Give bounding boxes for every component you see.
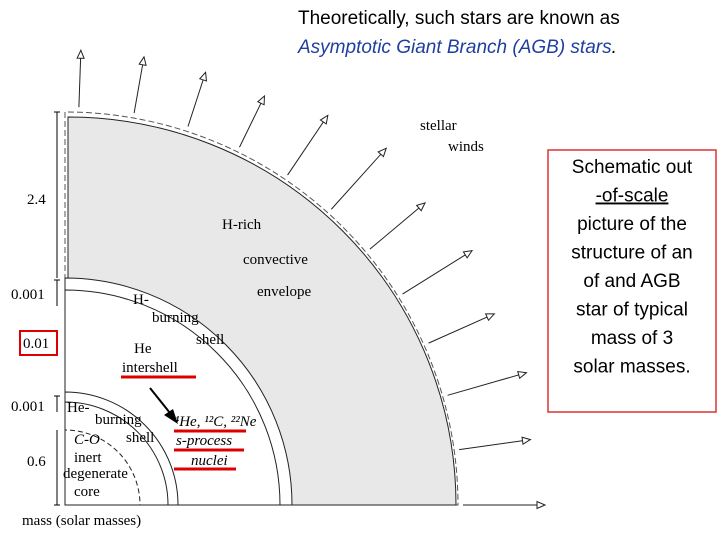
core-boundary [64, 429, 141, 506]
wind-arrow [402, 250, 473, 295]
note-line: -of-scale [596, 186, 669, 207]
label: inert [74, 450, 102, 466]
label: stellar [420, 118, 457, 134]
wind-arrow-head [76, 49, 85, 59]
wind-arrow-head [521, 436, 532, 445]
wind-arrow [459, 439, 531, 451]
s-process: nuclei [191, 453, 228, 469]
label: burning [95, 412, 142, 428]
s-process: s-process [176, 433, 232, 449]
title-line: Asymptotic Giant Branch (AGB) stars. [297, 37, 617, 58]
mass-label: 0.001 [11, 399, 45, 415]
label: He- [67, 400, 90, 416]
wind-arrow-head [319, 114, 329, 125]
mass-label: 0.001 [11, 287, 45, 303]
note-line: star of typical [576, 300, 688, 321]
wind-arrow [78, 50, 82, 108]
label: envelope [257, 284, 311, 300]
mass-label: 0.6 [27, 454, 46, 470]
label: convective [243, 252, 308, 268]
mass-label: 2.4 [27, 192, 46, 208]
pointer-head [164, 409, 178, 424]
wind-arrow [369, 202, 426, 250]
label: H- [133, 292, 149, 308]
note-line: mass of 3 [591, 328, 673, 349]
wind-arrow-head [138, 55, 147, 67]
label: winds [448, 139, 484, 155]
wind-arrow-head [484, 313, 496, 322]
wind-arrow-head [536, 500, 547, 510]
h-shell-inner [64, 289, 281, 506]
wind-arrow-head [517, 370, 528, 380]
wind-arrow [428, 313, 495, 344]
note-line: Schematic out [572, 157, 693, 178]
mass-brackets [54, 111, 60, 506]
label: shell [196, 332, 224, 348]
title-period: . [612, 37, 617, 58]
note-line: structure of an [571, 243, 692, 264]
wind-arrow [133, 56, 145, 114]
mass-label: 0.01 [23, 336, 49, 352]
note-box [547, 149, 717, 413]
isotopes: ⁴He, ¹²C, ²²Ne [174, 414, 257, 430]
label: intershell [122, 360, 178, 376]
wind-arrow [287, 115, 329, 176]
wind-arrow-head [415, 202, 426, 212]
axis-label: mass (solar masses) [22, 513, 141, 529]
title-line: Theoretically, such stars are known as [298, 8, 620, 29]
highlight-box [19, 330, 58, 356]
wind-arrow [330, 147, 387, 210]
label: shell [126, 430, 154, 446]
wind-arrow [187, 72, 207, 127]
wind-arrow-head [377, 147, 388, 158]
label: H-rich [222, 217, 262, 233]
note-text: Schematic out -of-scale picture of the stru… [571, 157, 693, 378]
label: core [74, 484, 100, 500]
note-line: of and AGB [583, 271, 680, 292]
wind-arrow-head [198, 71, 208, 82]
note-line: solar masses. [573, 357, 690, 378]
title-term: Asymptotic Giant Branch (AGB) stars [297, 37, 612, 58]
he-shell-outer [64, 391, 179, 506]
outer-dashed [64, 111, 459, 506]
label: He [134, 341, 152, 357]
label: C-O [74, 432, 100, 448]
wind-arrow [447, 372, 527, 396]
label: degenerate [63, 466, 128, 482]
wind-arrows [76, 49, 547, 510]
wind-arrow [239, 95, 265, 148]
note-line: picture of the [577, 214, 687, 235]
label: burning [152, 310, 199, 326]
wind-arrow-head [462, 249, 474, 259]
he-shell-inner [64, 401, 169, 506]
wind-arrow-head [256, 94, 266, 106]
h-shell-outer [64, 277, 293, 506]
